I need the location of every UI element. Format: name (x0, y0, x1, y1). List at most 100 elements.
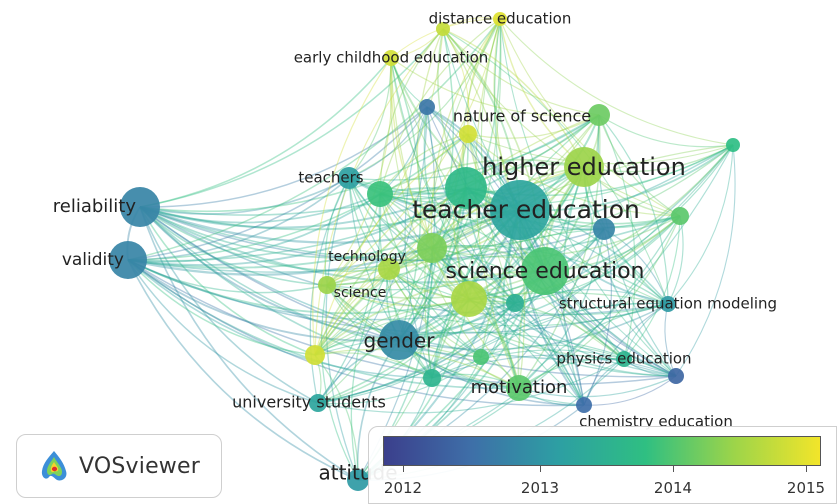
node-n13[interactable] (473, 349, 489, 365)
network-link (312, 57, 392, 356)
network-link (309, 177, 350, 404)
node-n1[interactable] (436, 22, 450, 36)
node-attitude[interactable] (347, 469, 369, 491)
node-n2[interactable] (367, 181, 393, 207)
network-link (326, 284, 520, 389)
node-n9[interactable] (668, 368, 684, 384)
network-link (326, 57, 393, 286)
network-link (583, 375, 677, 406)
node-higher-education[interactable] (564, 147, 604, 187)
node-validity[interactable] (109, 241, 147, 279)
network-link (431, 114, 600, 379)
node-reliability[interactable] (120, 187, 160, 227)
node-n3[interactable] (417, 233, 447, 263)
vosviewer-logo-icon (41, 451, 67, 481)
network-link (423, 106, 470, 300)
network-link (431, 354, 677, 379)
node-n6[interactable] (451, 281, 487, 317)
network-link (317, 298, 470, 404)
network-link (127, 193, 381, 263)
node-n14[interactable] (423, 369, 441, 387)
network-link (127, 259, 470, 315)
vosviewer-logo-badge[interactable]: VOSviewer (16, 434, 222, 498)
network-link (317, 228, 605, 404)
network-link (127, 259, 585, 407)
node-n11[interactable] (671, 207, 689, 225)
network-link (314, 354, 359, 481)
network-link (390, 57, 585, 406)
network-link (442, 28, 669, 305)
label-higher-education[interactable]: higher education (482, 153, 686, 181)
network-link (139, 206, 319, 404)
network-link (127, 187, 467, 267)
network-link (623, 215, 681, 360)
node-physics-education[interactable] (616, 351, 632, 367)
node-n10[interactable] (726, 138, 740, 152)
network-link (357, 18, 502, 481)
network-link (139, 193, 381, 224)
label-structural-equation-modeling[interactable]: structural equation modeling (559, 295, 777, 313)
network-link (388, 268, 625, 360)
label-technology[interactable]: technology (328, 249, 406, 265)
label-reliability[interactable]: reliability (53, 196, 137, 217)
node-n7[interactable] (506, 294, 524, 312)
network-link (388, 268, 669, 316)
network-link (468, 298, 585, 406)
network-link (431, 247, 677, 377)
network-link (127, 259, 433, 379)
network-link (139, 206, 669, 317)
node-motivation[interactable] (506, 375, 532, 401)
network-link (326, 28, 444, 286)
network-link (468, 144, 734, 300)
network-link (389, 57, 482, 358)
network-link (518, 375, 677, 398)
network-link (467, 133, 681, 217)
label-physics-education[interactable]: physics education (556, 350, 691, 368)
network-link (442, 28, 546, 272)
network-link (465, 187, 677, 377)
node-gender[interactable] (379, 320, 419, 360)
network-link (388, 268, 677, 377)
network-link (139, 205, 521, 244)
node-chemistry-education[interactable] (576, 397, 592, 413)
colorbar-tick (806, 466, 807, 472)
node-teacher-education[interactable] (490, 180, 550, 240)
network-link (480, 166, 585, 358)
label-teacher-education[interactable]: teacher education (412, 195, 640, 224)
node-n8[interactable] (588, 104, 610, 126)
node-n5[interactable] (419, 99, 435, 115)
network-link (598, 114, 734, 148)
network-link (127, 209, 521, 276)
network-link (326, 284, 585, 406)
node-structural-equation-modeling[interactable] (660, 296, 676, 312)
node-science-education[interactable] (521, 247, 569, 295)
app-name: VOSviewer (79, 453, 200, 479)
network-link (442, 28, 585, 168)
node-nature-of-science[interactable] (459, 125, 477, 143)
label-science-education[interactable]: science education (446, 259, 645, 284)
node-university-students[interactable] (309, 394, 327, 412)
node-technology[interactable] (378, 258, 400, 280)
node-teachers[interactable] (338, 167, 360, 189)
network-link (467, 114, 600, 139)
node-early-childhood-education[interactable] (383, 50, 399, 66)
label-nature-of-science[interactable]: nature of science (453, 107, 591, 126)
node-distance-education[interactable] (493, 12, 507, 26)
node-science[interactable] (318, 276, 336, 294)
network-link (127, 259, 328, 294)
node-n12[interactable] (593, 218, 615, 240)
network-link (398, 215, 681, 341)
network-link (326, 114, 600, 286)
label-validity[interactable]: validity (62, 250, 124, 270)
label-teachers[interactable]: teachers (298, 169, 363, 187)
node-n4[interactable] (445, 167, 487, 209)
label-science[interactable]: science (334, 285, 387, 301)
network-link (317, 193, 382, 404)
label-early-childhood-education[interactable]: early childhood education (294, 49, 489, 67)
label-motivation[interactable]: motivation (471, 377, 568, 398)
label-gender[interactable]: gender (364, 329, 436, 353)
label-distance-education[interactable]: distance education (429, 10, 572, 28)
node-n15[interactable] (305, 345, 325, 365)
label-university-students[interactable]: university students (232, 393, 386, 412)
